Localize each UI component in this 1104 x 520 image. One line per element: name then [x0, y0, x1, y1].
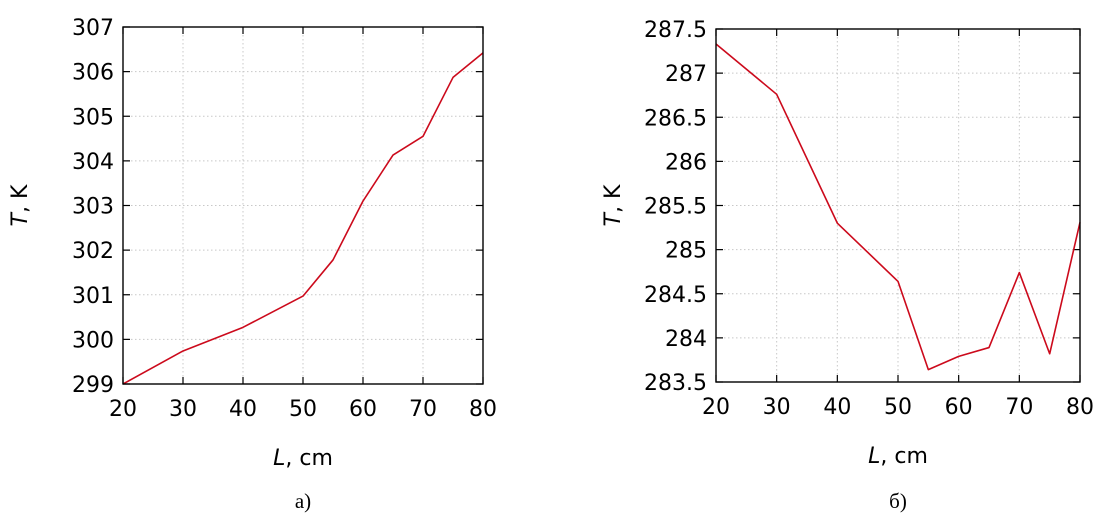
- chart-a-y-tick-label: 300: [72, 328, 114, 353]
- chart-a-y-tick-label: 305: [72, 105, 114, 130]
- chart-b-caption: б): [889, 489, 907, 513]
- chart-b: 20 30 40 50 60 70 80 283.5284284.5285285.52862…: [601, 18, 1094, 513]
- chart-b-x-tick-label: 60: [945, 395, 973, 420]
- chart-a-y-tick-label: 302: [72, 239, 114, 264]
- chart-a-caption: а): [295, 489, 311, 513]
- chart-b-x-tick-label: 30: [763, 395, 791, 420]
- chart-a-series-line: [122, 52, 484, 385]
- chart-a-y-axis-label-unit: , K: [8, 184, 33, 213]
- chart-b-x-axis-label-symbol: L: [868, 444, 880, 469]
- chart-a-x-tick-label: 20: [109, 397, 137, 422]
- chart-a-series: [122, 52, 484, 385]
- chart-a-y-axis-label-symbol: T: [8, 211, 33, 226]
- chart-a-y-tick-label: 304: [72, 150, 114, 175]
- chart-b-x-axis-label-unit: , cm: [880, 444, 928, 469]
- chart-a-x-tick-label: 60: [349, 397, 377, 422]
- chart-b-series-line: [715, 43, 1081, 371]
- chart-b-y-tick-label: 284.5: [644, 283, 707, 308]
- chart-a-y-tick-label: 306: [72, 61, 114, 86]
- chart-a-x-axis-label: L, cm: [273, 446, 333, 471]
- chart-a-y-tick-label: 303: [72, 195, 114, 220]
- chart-a-x-tick-label: 80: [469, 397, 497, 422]
- chart-a-y-tick-labels: 299 300 301 302 303 304 305 306 307: [72, 16, 114, 398]
- chart-a-x-tick-label: 30: [169, 397, 197, 422]
- chart-a-x-tick-label: 70: [409, 397, 437, 422]
- chart-b-x-tick-label: 80: [1066, 395, 1094, 420]
- chart-a-y-tick-label: 301: [72, 284, 114, 309]
- chart-b-x-axis-label: L, cm: [868, 444, 928, 469]
- chart-a-x-axis-label-unit: , cm: [285, 446, 333, 471]
- chart-b-y-tick-label: 285.5: [644, 195, 707, 220]
- chart-b-y-tick-label: 286: [665, 150, 707, 175]
- chart-a-x-tick-label: 50: [289, 397, 317, 422]
- chart-b-x-tick-label: 40: [823, 395, 851, 420]
- chart-b-y-tick-label: 283.5: [644, 371, 707, 396]
- chart-a-x-axis-label-symbol: L: [273, 446, 285, 471]
- chart-a-y-tick-label: 307: [72, 16, 114, 41]
- chart-b-series: [715, 43, 1081, 371]
- chart-a: 20 30 40 50 60 70 80 299 300 301 302 303 304 305 306 3…: [8, 16, 497, 513]
- chart-b-y-tick-label: 284: [665, 327, 707, 352]
- chart-a-y-axis-label: T, K: [8, 184, 33, 226]
- chart-a-plot-frame: [122, 26, 484, 385]
- chart-b-y-tick-label: 285: [665, 239, 707, 264]
- chart-b-x-tick-label: 50: [884, 395, 912, 420]
- chart-b-y-tick-label: 286.5: [644, 106, 707, 131]
- chart-b-grid: [716, 29, 1080, 382]
- chart-a-y-tick-label: 299: [72, 373, 114, 398]
- chart-a-x-tick-labels: 20 30 40 50 60 70 80: [109, 397, 497, 422]
- chart-b-y-tick-label: 287.5: [644, 18, 707, 43]
- chart-b-y-tick-label: 287: [665, 62, 707, 87]
- chart-b-x-tick-label: 20: [702, 395, 730, 420]
- chart-b-y-tick-labels: 283.5 284 284.5 285 285.5 286 286.5 287 287.5: [644, 18, 707, 396]
- chart-a-grid: [123, 27, 483, 384]
- chart-b-y-axis-label: T, K: [601, 184, 626, 226]
- chart-b-y-axis-label-symbol: T: [601, 211, 626, 226]
- chart-b-x-tick-labels: 20 30 40 50 60 70 80: [702, 395, 1094, 420]
- chart-b-plot-frame: [715, 28, 1081, 383]
- chart-b-y-axis-label-unit: , K: [601, 184, 626, 213]
- chart-a-x-tick-label: 40: [229, 397, 257, 422]
- chart-b-x-tick-label: 70: [1005, 395, 1033, 420]
